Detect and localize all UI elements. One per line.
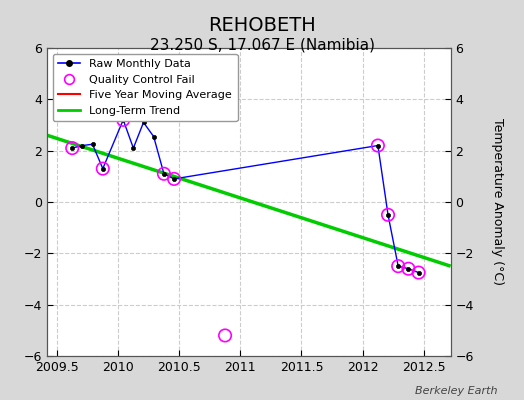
Point xyxy=(160,170,168,177)
Point xyxy=(394,263,402,269)
Point xyxy=(414,269,423,276)
Point xyxy=(99,166,107,172)
Text: 23.250 S, 17.067 E (Namibia): 23.250 S, 17.067 E (Namibia) xyxy=(149,38,375,53)
Point xyxy=(119,117,127,123)
Legend: Raw Monthly Data, Quality Control Fail, Five Year Moving Average, Long-Term Tren: Raw Monthly Data, Quality Control Fail, … xyxy=(53,54,238,121)
Point xyxy=(405,266,413,272)
Text: Berkeley Earth: Berkeley Earth xyxy=(416,386,498,396)
Point xyxy=(221,332,230,339)
Point xyxy=(384,212,392,218)
Point xyxy=(68,145,77,151)
Point xyxy=(374,142,382,149)
Y-axis label: Temperature Anomaly (°C): Temperature Anomaly (°C) xyxy=(490,118,504,286)
Text: REHOBETH: REHOBETH xyxy=(208,16,316,35)
Point xyxy=(170,176,178,182)
